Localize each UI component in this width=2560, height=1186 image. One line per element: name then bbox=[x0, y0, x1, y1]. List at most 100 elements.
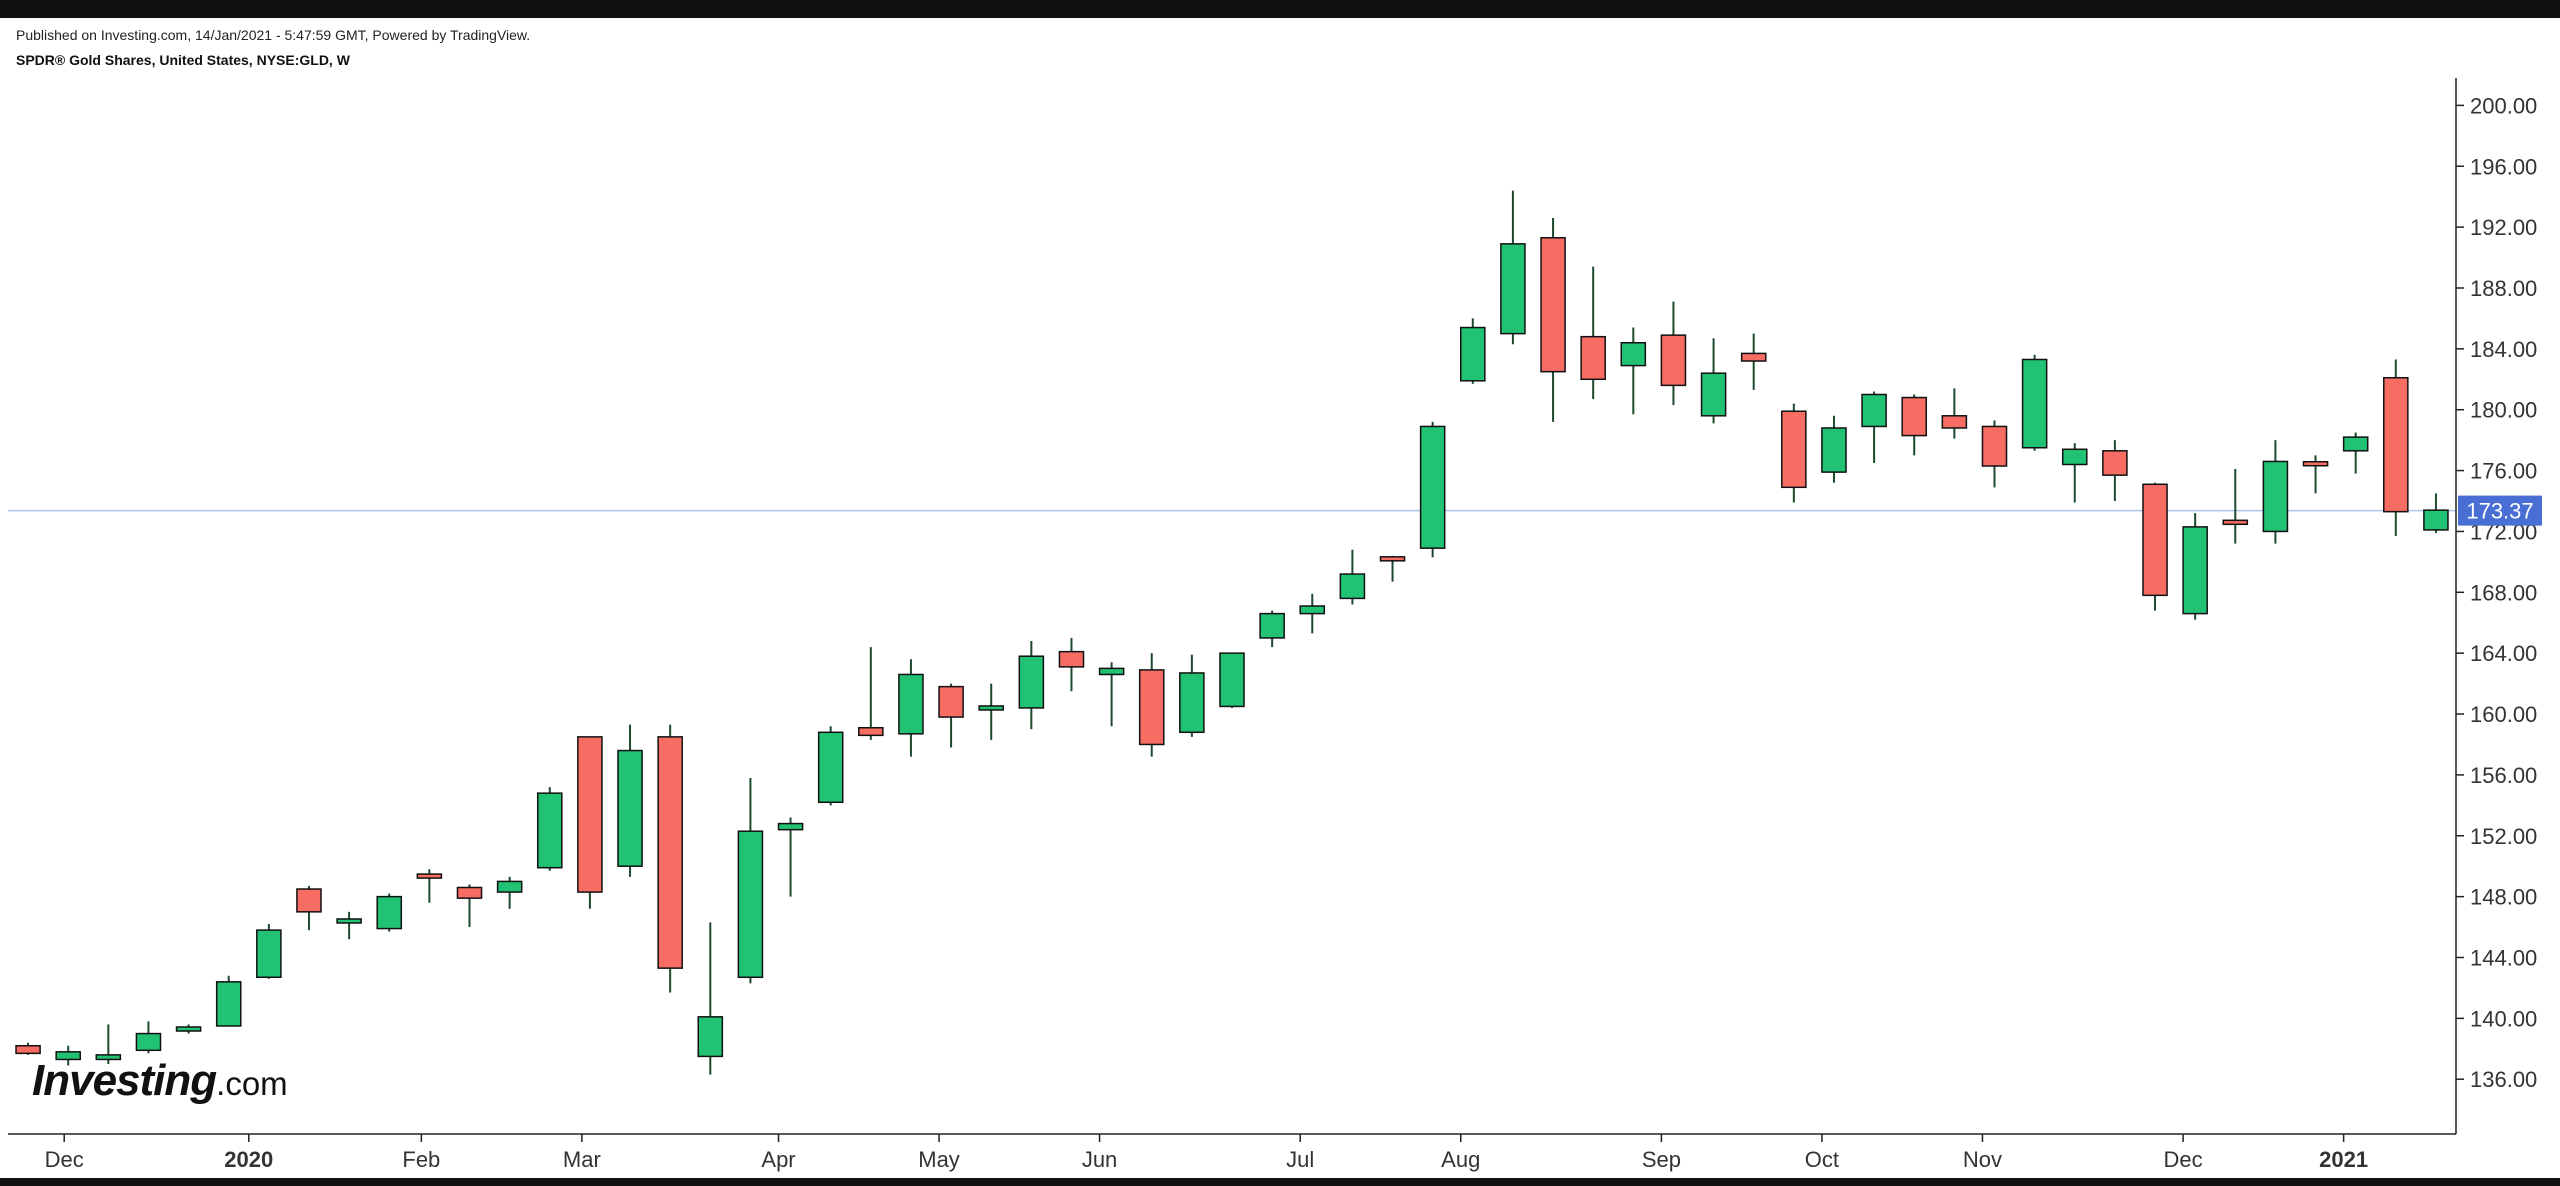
y-tick-label: 180.00 bbox=[2470, 398, 2537, 423]
x-tick-label: Feb bbox=[402, 1147, 440, 1172]
candle-body-down bbox=[1058, 650, 1085, 668]
candle-body-up bbox=[215, 981, 242, 1027]
top-frame-bar bbox=[0, 0, 2560, 18]
candle bbox=[496, 876, 523, 909]
candle bbox=[1098, 662, 1125, 727]
x-tick-label: Jun bbox=[1082, 1147, 1117, 1172]
last-price-marker: 173.37 bbox=[2458, 495, 2542, 526]
candle-body-up bbox=[1459, 326, 1486, 382]
x-tick-label: Nov bbox=[1963, 1147, 2002, 1172]
candle-body-up bbox=[1620, 342, 1647, 367]
candle-body-up bbox=[135, 1032, 162, 1052]
logo-suffix-text: .com bbox=[216, 1065, 288, 1102]
candle-body-up bbox=[175, 1026, 202, 1032]
candle bbox=[2262, 440, 2289, 544]
x-tick-label: Mar bbox=[563, 1147, 601, 1172]
candle-body-down bbox=[1379, 556, 1406, 562]
candle bbox=[1058, 637, 1085, 692]
candle-body-down bbox=[1580, 335, 1606, 381]
x-tick-label: Jul bbox=[1286, 1147, 1314, 1172]
candle bbox=[336, 911, 362, 940]
candle bbox=[1138, 653, 1165, 757]
candle-body-down bbox=[15, 1044, 41, 1055]
logo-main-text: Investing bbox=[32, 1056, 217, 1105]
x-tick-label: May bbox=[918, 1147, 960, 1172]
candle-body-down bbox=[657, 736, 683, 969]
candle bbox=[2142, 482, 2168, 611]
candle-body-up bbox=[1419, 425, 1446, 549]
candle-body-up bbox=[1339, 573, 1366, 600]
candle-body-down bbox=[1540, 237, 1566, 373]
candle-body-up bbox=[2021, 358, 2048, 449]
investing-logo: Investing.com bbox=[32, 1056, 288, 1106]
y-tick-label: 196.00 bbox=[2470, 154, 2537, 179]
candle-body-up bbox=[1179, 672, 1205, 734]
candle-body-up bbox=[95, 1054, 122, 1061]
symbol-title: SPDR® Gold Shares, United States, NYSE:G… bbox=[16, 52, 350, 68]
candle bbox=[1179, 654, 1205, 737]
candle-body-up bbox=[978, 705, 1005, 711]
candle-body-down bbox=[1781, 410, 1807, 489]
candle bbox=[2182, 513, 2208, 620]
candle bbox=[2061, 443, 2088, 503]
last-price-badge bbox=[2458, 495, 2542, 526]
candle-body-down bbox=[2142, 483, 2168, 597]
x-tick-label: 2020 bbox=[224, 1147, 273, 1172]
y-tick-label: 176.00 bbox=[2470, 459, 2537, 484]
candle bbox=[858, 647, 884, 740]
candle bbox=[737, 777, 764, 984]
candle-body-down bbox=[858, 726, 884, 737]
candle-body-up bbox=[1098, 667, 1125, 676]
x-tick-label: Dec bbox=[45, 1147, 84, 1172]
candle bbox=[1500, 190, 1526, 345]
candle-body-down bbox=[1138, 669, 1165, 746]
x-tick-label: 2021 bbox=[2319, 1147, 2368, 1172]
candle-body-up bbox=[817, 731, 844, 804]
candle-body-up bbox=[1821, 427, 1847, 473]
candle bbox=[2342, 432, 2369, 474]
candle-body-up bbox=[697, 1016, 724, 1058]
candle-body-down bbox=[577, 736, 603, 893]
candle bbox=[697, 922, 724, 1075]
candle bbox=[536, 787, 563, 871]
candle-body-up bbox=[1700, 372, 1727, 417]
y-tick-label: 164.00 bbox=[2470, 641, 2537, 666]
candle bbox=[256, 924, 282, 979]
candle bbox=[1781, 403, 1807, 503]
candle bbox=[416, 869, 443, 903]
candle bbox=[817, 726, 844, 806]
candle-body-up bbox=[898, 673, 924, 735]
candle-body-down bbox=[1901, 396, 1928, 437]
candle bbox=[296, 885, 322, 931]
candle bbox=[2302, 455, 2329, 494]
y-tick-label: 136.00 bbox=[2470, 1067, 2537, 1092]
candle bbox=[1219, 652, 1245, 708]
candle-body-up bbox=[2342, 436, 2369, 452]
y-axis: 136.00 140.00 144.00 148.00 152.00 156.00 160.… bbox=[2455, 78, 2537, 1134]
candle bbox=[1901, 394, 1928, 456]
candle bbox=[1540, 217, 1566, 422]
candle bbox=[175, 1024, 202, 1034]
x-axis: Dec 2020 Feb Mar Apr May Jun Jul Aug Sep Oct Nov Dec… bbox=[8, 1133, 2456, 1172]
candle-body-down bbox=[2102, 450, 2128, 476]
candle-body-up bbox=[2061, 448, 2088, 466]
candle-body-up bbox=[617, 749, 643, 867]
y-tick-label: 192.00 bbox=[2470, 215, 2537, 240]
candle bbox=[1299, 593, 1326, 634]
candle bbox=[1861, 391, 1887, 463]
candle bbox=[15, 1042, 41, 1055]
y-tick-label: 200.00 bbox=[2470, 93, 2537, 118]
candle bbox=[1821, 415, 1847, 483]
candle-body-up bbox=[1018, 655, 1045, 709]
candle bbox=[657, 724, 683, 993]
candle-body-up bbox=[1299, 605, 1326, 615]
candle-body-up bbox=[2182, 526, 2208, 615]
candle-body-up bbox=[256, 929, 282, 979]
candle-body-up bbox=[336, 918, 362, 924]
candle-body-up bbox=[1219, 652, 1245, 708]
candle-body-up bbox=[55, 1051, 81, 1061]
candle-body-up bbox=[536, 792, 563, 869]
y-tick-label: 152.00 bbox=[2470, 824, 2537, 849]
x-tick-label: Dec bbox=[2164, 1147, 2203, 1172]
